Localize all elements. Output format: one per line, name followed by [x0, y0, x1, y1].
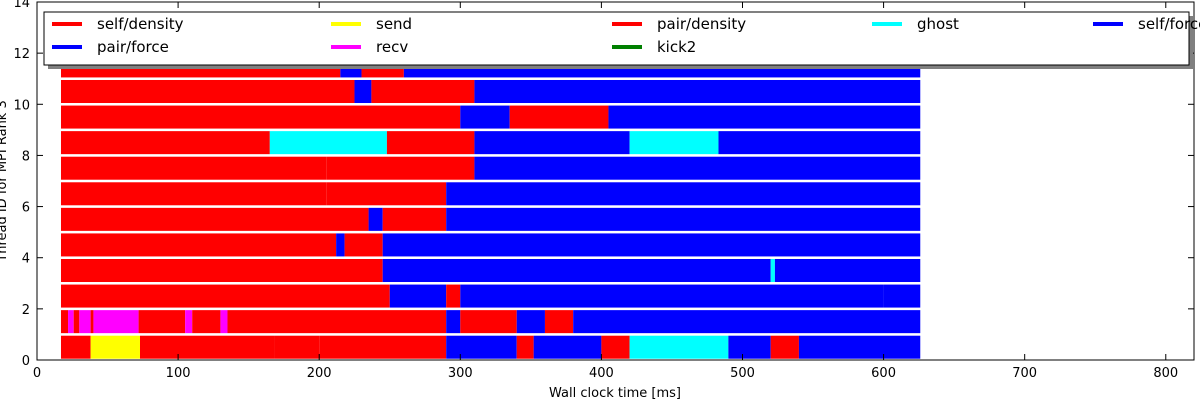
task-segment [60, 335, 91, 359]
task-segment [386, 131, 475, 155]
task-segment [68, 310, 74, 334]
y-tick-label: 8 [22, 149, 30, 164]
task-segment [798, 335, 921, 359]
ticks-layer: 0 100 200 300 400 500 600 700 800 0 2 4 6 8 10 12 14 [13, 0, 1194, 381]
y-tick-label: 14 [13, 0, 30, 11]
task-segment [60, 131, 270, 155]
task-segment [60, 284, 390, 308]
task-segment [460, 105, 510, 129]
task-segment [382, 207, 447, 231]
y-tick-label: 10 [13, 98, 30, 113]
task-segment [446, 207, 921, 231]
y-tick-label: 2 [22, 303, 30, 318]
legend-label: recv [376, 38, 408, 56]
task-segment [60, 79, 355, 104]
task-segment [60, 233, 337, 257]
task-segment [728, 335, 771, 359]
task-segment [138, 310, 186, 334]
task-segment [227, 310, 447, 334]
task-segment [474, 131, 630, 155]
legend-label: pair/density [657, 15, 746, 33]
x-tick-label: 400 [589, 366, 614, 381]
x-tick-label: 200 [307, 366, 332, 381]
x-tick-label: 300 [448, 366, 473, 381]
task-segment [371, 79, 475, 104]
task-segment [354, 79, 372, 104]
legend-label: self/force [1138, 15, 1200, 33]
task-segment [220, 310, 228, 334]
task-segment [60, 156, 327, 180]
y-tick-label: 0 [22, 354, 30, 369]
task-segment [601, 335, 630, 359]
bars-layer [60, 54, 921, 359]
plot-frame [36, 1, 1195, 361]
x-axis-label: Wall clock time [ms] [549, 386, 681, 400]
task-segment [533, 335, 602, 359]
y-tick-label: 4 [22, 252, 30, 267]
task-segment [90, 310, 94, 334]
task-segment [344, 233, 383, 257]
task-segment [446, 182, 921, 206]
task-segment [629, 131, 719, 155]
task-segment [774, 258, 921, 283]
task-segment [368, 207, 383, 231]
legend-label: self/density [97, 15, 184, 33]
task-segment [269, 131, 387, 155]
task-segment [326, 156, 475, 180]
task-segment [382, 258, 771, 283]
task-segment [382, 233, 921, 257]
legend-box [43, 11, 1190, 66]
legend-label: kick2 [657, 38, 696, 56]
task-segment [60, 310, 69, 334]
task-segment [446, 284, 461, 308]
task-segment [192, 310, 221, 334]
legend-label: pair/force [97, 38, 169, 56]
x-tick-label: 500 [730, 366, 755, 381]
task-segment [770, 258, 775, 283]
task-segment [446, 335, 517, 359]
task-segment [336, 233, 345, 257]
task-segment [608, 105, 921, 129]
task-segment [516, 335, 534, 359]
x-tick-label: 100 [166, 366, 191, 381]
legend-label: send [376, 15, 412, 33]
task-segment [326, 182, 447, 206]
task-segment [516, 310, 545, 334]
task-segment [90, 335, 141, 359]
task-segment [446, 310, 461, 334]
task-segment [460, 310, 517, 334]
x-tick-label: 0 [33, 366, 41, 381]
task-segment [185, 310, 193, 334]
task-segment [474, 79, 921, 104]
task-segment [460, 284, 884, 308]
task-segment [60, 182, 327, 206]
task-segment [474, 156, 921, 180]
x-tick-label: 600 [871, 366, 896, 381]
x-tick-label: 700 [1012, 366, 1037, 381]
task-segment [60, 258, 383, 283]
y-tick-label: 6 [22, 201, 30, 216]
task-segment [93, 310, 139, 334]
legend-label: ghost [917, 15, 959, 33]
task-segment [274, 335, 320, 359]
task-segment [140, 335, 275, 359]
task-segment [770, 335, 799, 359]
task-segment [319, 335, 447, 359]
task-segment [79, 310, 91, 334]
task-segment [60, 207, 369, 231]
task-segment [718, 131, 921, 155]
task-segment [573, 310, 921, 334]
task-segment [544, 310, 574, 334]
y-tick-label: 12 [13, 47, 30, 62]
task-segment [389, 284, 447, 308]
task-segment [629, 335, 729, 359]
task-segment [60, 105, 461, 129]
y-axis-label: Thread ID for MPI Rank 3 [0, 100, 10, 262]
task-segment [509, 105, 609, 129]
x-tick-label: 800 [1153, 366, 1178, 381]
legend: self/density send pair/density ghost self/fo… [43, 11, 1200, 69]
task-segment [883, 284, 921, 308]
task-segment [73, 310, 80, 334]
